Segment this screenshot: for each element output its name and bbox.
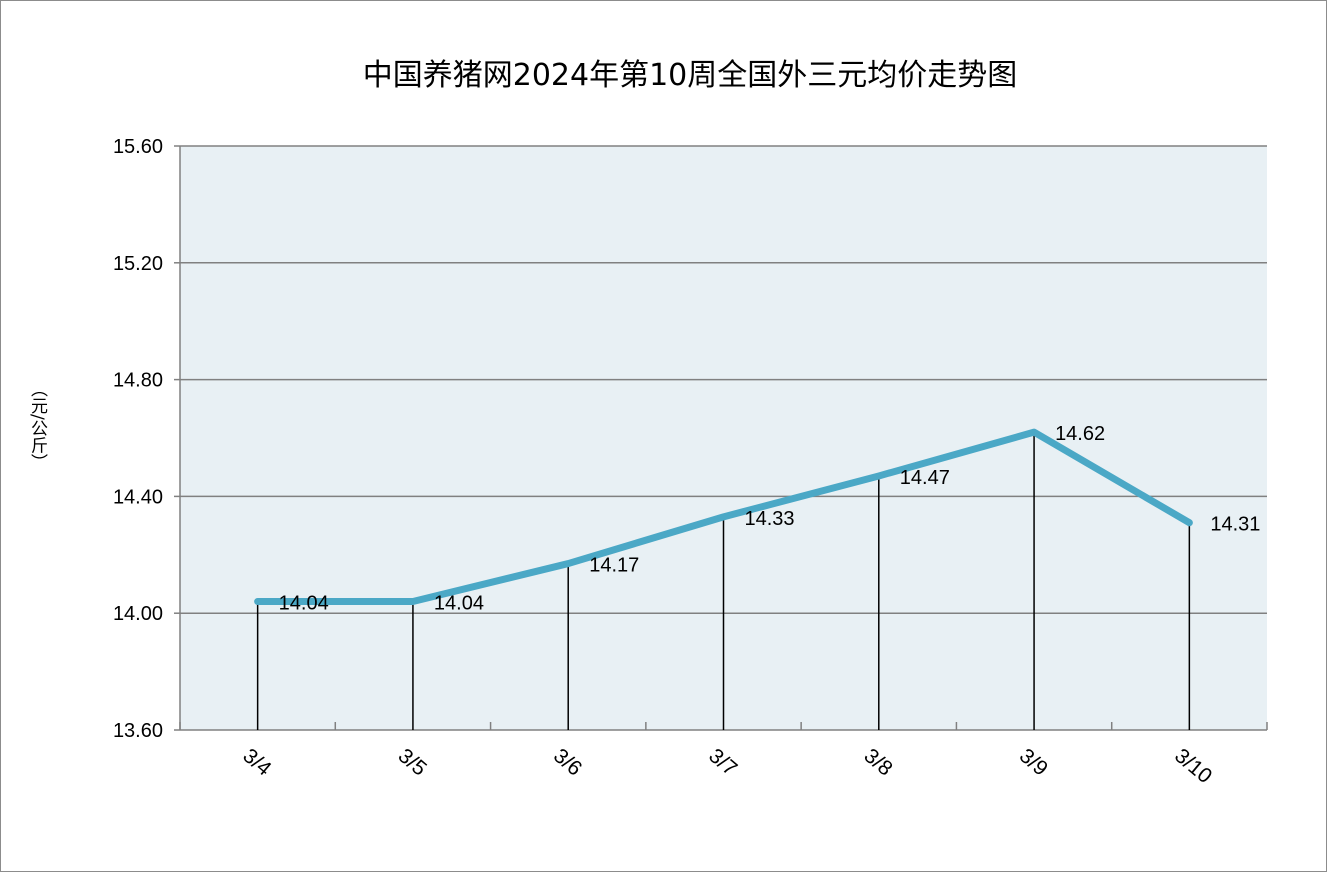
- drop-lines: [256, 432, 1191, 730]
- chart-title: 中国养猪网2024年第10周全国外三元均价走势图: [362, 58, 1018, 93]
- y-tick-label: 13.60: [113, 720, 163, 742]
- data-label: 14.17: [589, 555, 639, 577]
- y-tick-label: 15.20: [113, 253, 163, 275]
- data-label: 14.47: [900, 467, 950, 489]
- data-label: 14.04: [434, 593, 484, 615]
- y-tick-label: 15.60: [113, 136, 163, 158]
- series-line: [254, 428, 1193, 606]
- x-tick-labels: 3/4 3/5 3/6 3/7 3/8 3/9 3/10: [238, 744, 1216, 788]
- y-tick-labels: 13.60 14.00 14.40 14.80 15.20 15.60: [113, 136, 163, 742]
- x-tick-label: 3/4: [238, 744, 275, 781]
- data-label: 14.62: [1055, 423, 1105, 445]
- x-tick-label: 3/10: [1170, 744, 1216, 788]
- data-label: 14.31: [1210, 514, 1260, 536]
- x-tick-label: 3/6: [549, 744, 586, 780]
- y-tick-label: 14.80: [113, 370, 163, 392]
- x-tick-label: 3/7: [704, 744, 741, 780]
- y-tick-label: 14.40: [113, 486, 163, 508]
- data-labels: 14.04 14.04 14.17 14.33 14.47 14.62 14.31: [279, 423, 1261, 614]
- x-tick-label: 3/9: [1015, 744, 1052, 780]
- x-tick-label: 3/8: [860, 744, 897, 780]
- y-tick-label: 14.00: [113, 603, 163, 625]
- x-tick-label: 3/5: [394, 744, 431, 780]
- data-label: 14.33: [745, 508, 795, 530]
- y-axis-label: （元/公斤）: [27, 380, 47, 471]
- data-label: 14.04: [279, 593, 329, 615]
